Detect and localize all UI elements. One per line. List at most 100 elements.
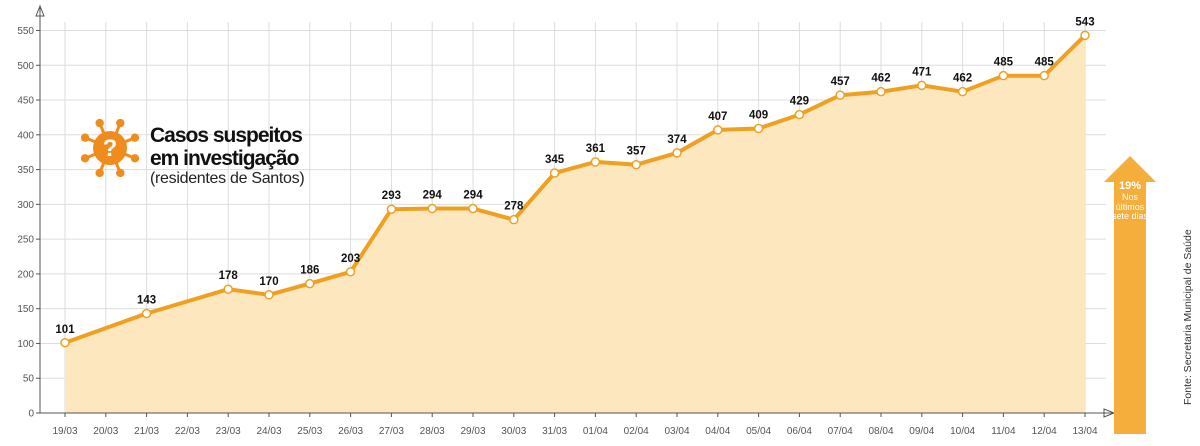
y-tick-label: 500 xyxy=(17,61,34,72)
x-tick-label: 08/04 xyxy=(868,426,893,437)
data-point xyxy=(876,86,886,97)
growth-description: Nos últimos sete dias xyxy=(1111,192,1149,221)
x-tick-label: 07/04 xyxy=(828,426,853,437)
data-point xyxy=(835,90,845,100)
data-label: 471 xyxy=(912,66,932,78)
data-label: 462 xyxy=(953,73,972,85)
data-label: 407 xyxy=(708,111,727,123)
data-point xyxy=(957,86,968,97)
source-note: Fonte: Secretaria Municipal de Saúde xyxy=(1182,229,1194,405)
chart-title: Casos suspeitos em investigação (residen… xyxy=(150,124,305,188)
y-tick-label: 100 xyxy=(17,339,34,350)
data-label: 278 xyxy=(504,201,524,213)
data-point xyxy=(264,290,274,300)
data-labels: 101 143 178 170 186 203 293 294 294 278 345 361 357 3… xyxy=(55,16,1094,335)
growth-percent: 19% xyxy=(1118,180,1142,192)
data-label: 294 xyxy=(463,190,483,202)
data-label: 361 xyxy=(586,143,606,155)
data-point xyxy=(386,204,397,214)
x-tick-label: 23/03 xyxy=(216,426,241,437)
data-point xyxy=(223,284,233,294)
y-tick-label: 150 xyxy=(17,304,34,315)
data-label: 294 xyxy=(423,190,443,202)
data-point xyxy=(753,123,764,134)
data-label: 485 xyxy=(994,57,1014,69)
data-label: 178 xyxy=(219,270,239,282)
data-point xyxy=(590,157,601,167)
data-label: 203 xyxy=(341,253,360,265)
data-label: 143 xyxy=(137,295,156,307)
x-tick-label: 25/03 xyxy=(297,426,322,437)
x-tick-label: 21/03 xyxy=(134,426,159,437)
x-tick-label: 02/04 xyxy=(624,426,649,437)
x-tick-label: 12/04 xyxy=(1032,426,1057,437)
x-tick-label: 28/03 xyxy=(420,426,445,437)
x-tick-label: 06/04 xyxy=(787,426,812,437)
y-axis-arrow xyxy=(35,4,45,17)
y-tick-label: 400 xyxy=(17,130,34,141)
data-label: 345 xyxy=(545,154,565,166)
data-point xyxy=(141,308,152,319)
series-line xyxy=(64,33,1087,345)
data-label: 186 xyxy=(300,265,319,277)
data-point xyxy=(672,148,682,158)
growth-arrow-icon xyxy=(1104,156,1156,434)
y-tick-label: 250 xyxy=(17,235,34,246)
data-label: 485 xyxy=(1035,57,1055,69)
data-point xyxy=(468,203,478,214)
x-tick-label: 04/04 xyxy=(705,426,730,437)
data-point xyxy=(631,159,641,170)
y-tick-label: 550 xyxy=(17,26,34,37)
x-tick-label: 19/03 xyxy=(52,426,77,437)
y-tick-label: 50 xyxy=(23,374,35,385)
data-points xyxy=(60,30,1090,348)
virus-question-icon: ? xyxy=(80,118,140,178)
x-tick-label: 27/03 xyxy=(379,426,404,437)
axes xyxy=(35,4,1116,418)
data-label: 409 xyxy=(749,110,768,122)
y-tick-label: 300 xyxy=(17,200,34,211)
area-fill xyxy=(65,35,1085,414)
data-point xyxy=(998,70,1009,81)
x-tick-label: 05/04 xyxy=(746,426,771,437)
data-label: 357 xyxy=(627,146,646,158)
x-tick-label: 10/04 xyxy=(950,426,975,437)
data-label: 293 xyxy=(382,190,401,202)
x-tick-label: 01/04 xyxy=(583,426,608,437)
svg-text:?: ? xyxy=(103,135,118,162)
data-point xyxy=(509,214,519,225)
x-tick-label: 13/04 xyxy=(1072,426,1097,437)
y-tick-label: 450 xyxy=(17,96,34,107)
y-tick-label: 350 xyxy=(17,165,34,176)
growth-callout: 19% Nos últimos sete dias xyxy=(1110,180,1150,222)
data-point xyxy=(794,109,805,120)
data-label: 101 xyxy=(55,324,75,336)
data-point xyxy=(1039,70,1049,81)
x-tick-labels: 19/03 20/03 21/03 22/03 23/03 24/03 25/03 26/03… xyxy=(52,426,1097,437)
x-tick-label: 31/03 xyxy=(542,426,567,437)
data-point xyxy=(1080,30,1090,41)
data-point xyxy=(345,267,356,277)
x-axis-arrow xyxy=(1103,408,1116,418)
y-tick-label: 0 xyxy=(28,409,34,420)
data-point xyxy=(549,168,560,178)
data-point xyxy=(713,125,723,135)
data-point xyxy=(917,80,927,91)
data-point xyxy=(427,203,437,214)
x-tick-label: 03/04 xyxy=(664,426,689,437)
x-tick-label: 30/03 xyxy=(501,426,526,437)
y-tick-label: 200 xyxy=(17,269,34,280)
data-label: 462 xyxy=(871,73,890,85)
x-tick-label: 22/03 xyxy=(175,426,200,437)
data-label: 457 xyxy=(831,76,850,88)
y-tick-labels: 0 50 100 150 200 250 300 350 400 450 500 550 xyxy=(17,26,34,420)
title-line-2: em investigação xyxy=(150,147,299,170)
x-tick-label: 24/03 xyxy=(256,426,281,437)
x-tick-label: 20/03 xyxy=(93,426,118,437)
data-label: 170 xyxy=(259,276,278,288)
data-point xyxy=(305,278,315,289)
data-label: 543 xyxy=(1075,16,1094,28)
data-label: 429 xyxy=(790,96,809,108)
title-line-1: Casos suspeitos xyxy=(150,124,303,147)
